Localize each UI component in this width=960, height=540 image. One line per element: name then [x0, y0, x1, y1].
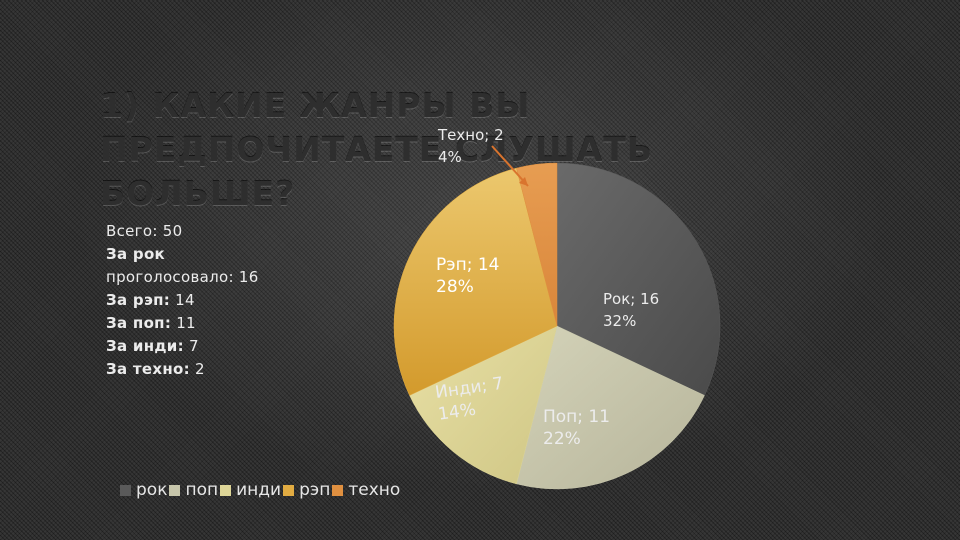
legend-item-rock: рок	[120, 480, 167, 500]
data-label-rap-pct: 28%	[436, 277, 474, 297]
data-label-pop-name: Поп; 11	[543, 407, 610, 427]
stats-pop-value: 11	[171, 314, 196, 332]
slide-title-line2: БОЛЬШЕ?	[100, 174, 296, 213]
data-label-techno: Техно; 2 4%	[437, 126, 504, 166]
vote-summary: Всего: 50 За рок проголосовало: 16 За рэ…	[106, 220, 346, 381]
stats-total: Всего: 50	[106, 222, 183, 240]
legend-item-rap: рэп	[283, 480, 330, 500]
legend-swatch-techno	[332, 484, 344, 496]
data-label-rap-name: Рэп; 14	[436, 255, 499, 275]
data-label-pop-pct: 22%	[543, 429, 581, 449]
pie-slice-indie	[409, 325, 558, 485]
legend-label-rap: рэп	[299, 480, 331, 500]
pie-slice-techno	[516, 162, 558, 327]
data-label-rock-name: Рок; 16	[603, 290, 659, 308]
legend-swatch-rap	[283, 484, 295, 496]
data-label-techno-name: Техно; 2	[437, 126, 504, 144]
data-label-rock-pct: 32%	[603, 312, 636, 330]
techno-leader-arrowhead	[519, 177, 528, 186]
data-label-techno-pct: 4%	[438, 148, 462, 166]
legend-swatch-pop	[169, 484, 181, 496]
chart-legend: рок поп инди рэп техно	[120, 480, 402, 500]
stats-rap-label: За рэп:	[106, 291, 171, 309]
legend-label-techno: техно	[348, 480, 401, 500]
legend-label-pop: поп	[185, 480, 219, 500]
data-label-rock: Рок; 16 32%	[603, 290, 659, 330]
legend-item-techno: техно	[332, 480, 400, 500]
stats-techno-label: За техно:	[106, 360, 190, 378]
stats-indie-value: 7	[183, 337, 199, 355]
stats-indie-label: За инди:	[106, 337, 184, 355]
legend-swatch-indie	[220, 484, 232, 496]
legend-swatch-rock	[120, 484, 131, 496]
stats-pop-label: За поп:	[106, 314, 172, 332]
legend-item-indie: инди	[220, 480, 281, 500]
slide-title-line1: 1) КАКИЕ ЖАНРЫ ВЫ ПРЕДПОЧИТАЕТЕ СЛУШАТЬ	[100, 86, 653, 169]
stats-techno-value: 2	[189, 360, 205, 378]
pie-slice-rap	[393, 167, 558, 396]
pie-slice-rock	[556, 162, 721, 396]
legend-label-rock: рок	[136, 480, 168, 500]
stats-rock-value: проголосовало: 16	[106, 268, 259, 286]
pie-slice-pop	[516, 325, 705, 490]
legend-label-indie: инди	[236, 480, 282, 500]
legend-item-pop: поп	[169, 480, 218, 500]
stats-rock-label: За рок	[106, 245, 166, 263]
slide-title: 1) КАКИЕ ЖАНРЫ ВЫ ПРЕДПОЧИТАЕТЕ СЛУШАТЬ …	[100, 84, 880, 216]
techno-leader-line	[491, 145, 529, 187]
stats-rap-value: 14	[170, 291, 195, 309]
